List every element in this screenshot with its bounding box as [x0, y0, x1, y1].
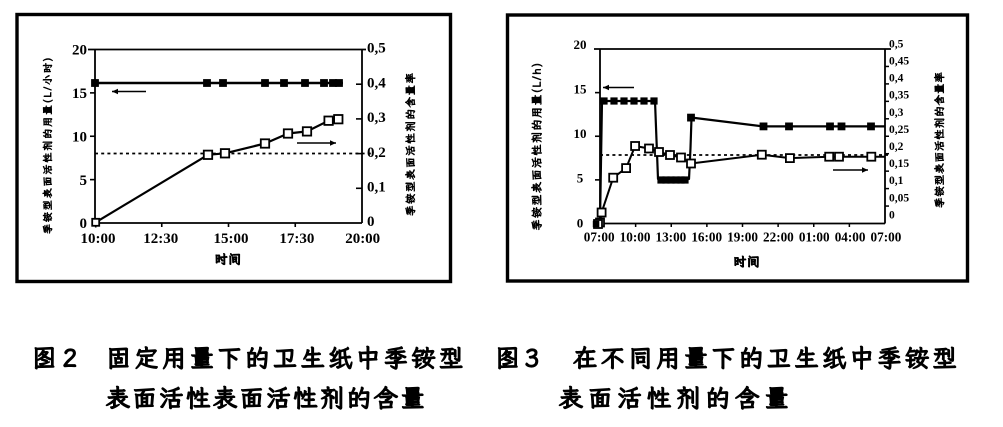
svg-text:0,4: 0,4	[367, 75, 386, 91]
svg-text:07:00: 07:00	[584, 230, 615, 245]
svg-text:0: 0	[80, 216, 88, 232]
svg-text:0,2: 0,2	[889, 141, 904, 153]
svg-text:16:00: 16:00	[691, 230, 722, 245]
svg-text:13:00: 13:00	[655, 230, 686, 245]
svg-text:15: 15	[574, 82, 588, 97]
svg-text:07:00: 07:00	[871, 230, 902, 245]
svg-text:0,35: 0,35	[889, 90, 909, 102]
svg-text:0,45: 0,45	[889, 56, 909, 68]
svg-text:0,3: 0,3	[889, 107, 904, 119]
svg-text:0: 0	[367, 214, 375, 230]
svg-text:0,5: 0,5	[889, 38, 904, 50]
svg-text:0: 0	[889, 209, 895, 221]
svg-text:0,05: 0,05	[889, 192, 909, 204]
svg-text:0,5: 0,5	[367, 41, 386, 57]
svg-text:0,3: 0,3	[367, 110, 386, 126]
svg-text:20: 20	[72, 43, 87, 59]
svg-text:15:00: 15:00	[214, 231, 249, 247]
svg-text:0,4: 0,4	[889, 73, 904, 85]
svg-text:10:00: 10:00	[620, 230, 651, 245]
svg-text:20: 20	[574, 37, 587, 52]
svg-text:12:30: 12:30	[143, 231, 178, 247]
svg-text:04:00: 04:00	[835, 230, 866, 245]
svg-text:10: 10	[72, 129, 87, 145]
svg-text:0: 0	[577, 216, 584, 231]
svg-text:15: 15	[72, 86, 87, 102]
svg-text:0,1: 0,1	[367, 180, 386, 196]
svg-text:5: 5	[577, 171, 584, 186]
svg-text:0,25: 0,25	[889, 124, 909, 136]
svg-text:10: 10	[574, 126, 587, 141]
svg-text:0,2: 0,2	[367, 145, 386, 161]
svg-text:0,1: 0,1	[889, 175, 904, 187]
svg-text:0,15: 0,15	[889, 158, 909, 170]
svg-text:10:00: 10:00	[81, 231, 116, 247]
svg-text:17:30: 17:30	[279, 231, 314, 247]
svg-text:19:00: 19:00	[727, 230, 758, 245]
svg-text:5: 5	[80, 173, 88, 189]
svg-text:20:00: 20:00	[345, 231, 380, 247]
svg-text:01:00: 01:00	[799, 230, 830, 245]
svg-text:22:00: 22:00	[763, 230, 794, 245]
